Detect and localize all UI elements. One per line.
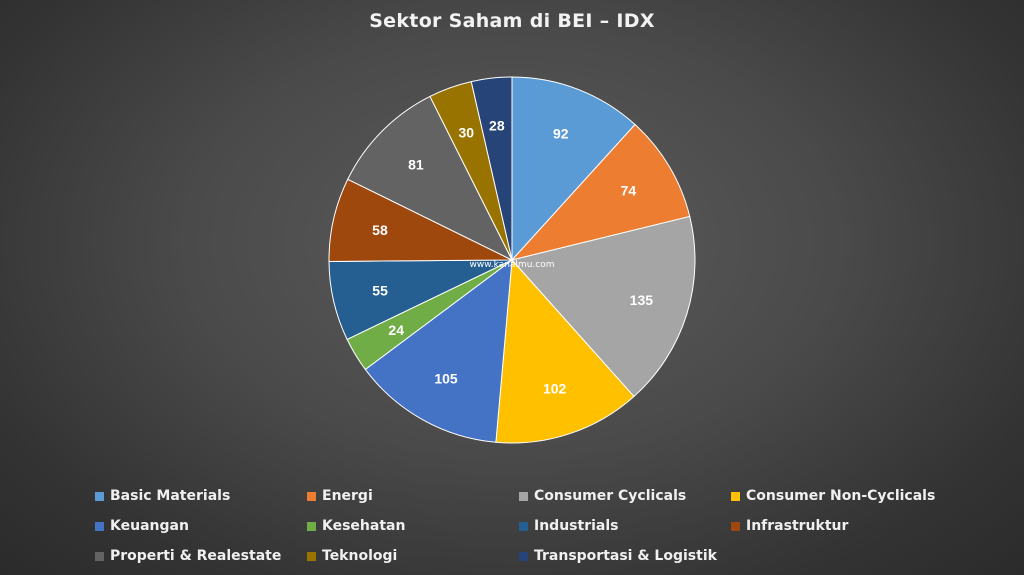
legend-item-teknologi: Teknologi <box>307 546 397 566</box>
legend-swatch <box>519 521 528 531</box>
data-label-properti-and-realestate: 81 <box>408 157 424 173</box>
data-label-consumer-cyclicals: 135 <box>630 292 654 308</box>
pie-chart: 92 74 135 102 105 24 55 58 81 30 28 www.kanalmu.com <box>328 76 696 444</box>
data-label-transportasi-and-logistik: 28 <box>489 117 505 133</box>
pie-slice-energi <box>510 123 691 261</box>
legend-swatch <box>731 491 740 501</box>
legend-swatch <box>95 491 104 501</box>
legend-swatch <box>731 521 740 531</box>
data-label-consumer-non-cyclicals: 102 <box>543 381 567 397</box>
legend-item-properti-and-realestate: Properti & Realestate <box>95 546 281 566</box>
data-label-energi: 74 <box>621 183 637 199</box>
legend-label: Properti & Realestate <box>110 548 282 564</box>
pie-slice-consumer-non-cyclicals <box>495 258 635 444</box>
legend-item-kesehatan: Kesehatan <box>307 516 405 536</box>
pie-slice-consumer-cyclicals <box>511 215 696 398</box>
legend-swatch <box>307 551 316 561</box>
data-label-keuangan: 105 <box>434 370 458 386</box>
pie-slice-keuangan <box>364 258 513 443</box>
legend-label: Basic Materials <box>110 488 231 504</box>
legend-label: Keuangan <box>110 518 189 534</box>
legend-label: Infrastruktur <box>746 518 849 534</box>
legend-label: Energi <box>322 488 373 504</box>
legend-label: Consumer Cyclicals <box>534 488 687 504</box>
data-label-kesehatan: 24 <box>388 322 404 338</box>
pie-slice-basic-materials <box>511 76 636 262</box>
legend-swatch <box>95 521 104 531</box>
data-label-basic-materials: 92 <box>553 126 569 142</box>
watermark-text: www.kanalmu.com <box>470 260 555 270</box>
chart-title: Sektor Saham di BEI – IDX <box>369 10 655 32</box>
legend-swatch <box>307 491 316 501</box>
pie-slice-properti-and-realestate <box>347 95 514 262</box>
data-label-teknologi: 30 <box>458 125 474 141</box>
legend-item-energi: Energi <box>307 486 373 506</box>
legend-item-industrials: Industrials <box>519 516 618 536</box>
legend-swatch <box>519 551 528 561</box>
legend-label: Kesehatan <box>322 518 406 534</box>
legend-label: Industrials <box>534 518 619 534</box>
legend-item-keuangan: Keuangan <box>95 516 189 536</box>
legend-swatch <box>95 551 104 561</box>
data-label-infrastruktur: 58 <box>372 222 388 238</box>
legend-item-consumer-non-cyclicals: Consumer Non-Cyclicals <box>731 486 935 506</box>
legend-item-basic-materials: Basic Materials <box>95 486 230 506</box>
data-label-industrials: 55 <box>372 283 388 299</box>
legend-label: Transportasi & Logistik <box>534 548 717 564</box>
legend-swatch <box>307 521 316 531</box>
legend-swatch <box>519 491 528 501</box>
legend-item-infrastruktur: Infrastruktur <box>731 516 848 536</box>
legend-label: Consumer Non-Cyclicals <box>746 488 936 504</box>
legend-label: Teknologi <box>322 548 398 564</box>
legend-item-transportasi-and-logistik: Transportasi & Logistik <box>519 546 717 566</box>
legend-item-consumer-cyclicals: Consumer Cyclicals <box>519 486 686 506</box>
pie-slice-transportasi-and-logistik <box>470 76 513 261</box>
